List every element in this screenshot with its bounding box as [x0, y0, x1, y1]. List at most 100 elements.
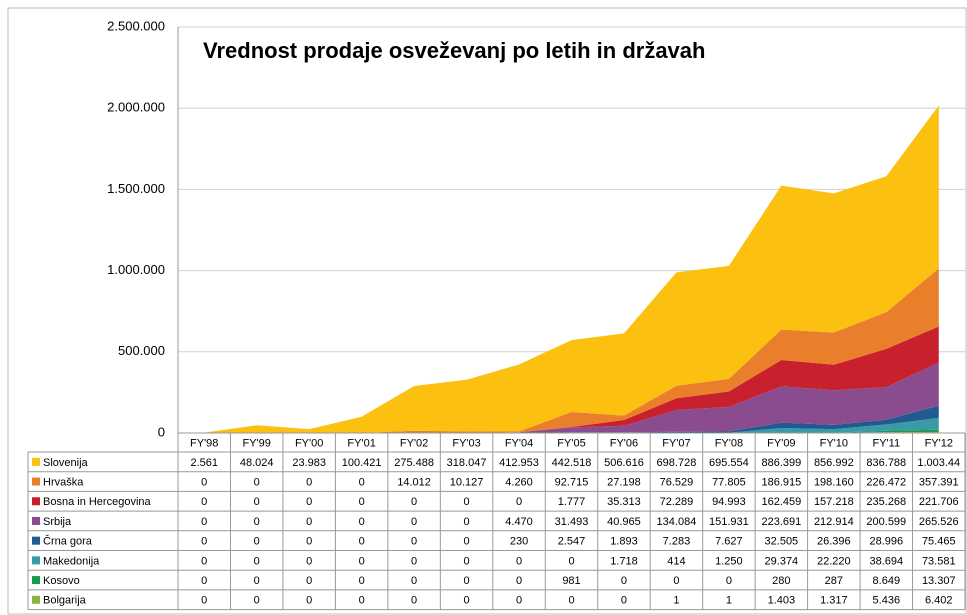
y-tick-label: 2.500.000: [107, 18, 165, 33]
table-cell: 0: [254, 575, 260, 587]
table-cell: 2.547: [558, 536, 586, 548]
table-cell: 29.374: [765, 555, 799, 567]
table-cell: 1.250: [715, 555, 743, 567]
area: [204, 268, 939, 433]
table-cell: 856.992: [814, 457, 854, 469]
x-tick-label: FY'99: [242, 437, 270, 449]
table-cell: 1.003.44: [917, 457, 960, 469]
table-cell: 0: [306, 536, 312, 548]
table-cell: 7.627: [715, 536, 743, 548]
table-cell: 100.421: [342, 457, 382, 469]
legend-label: Srbija: [43, 516, 72, 528]
table-cell: 0: [516, 575, 522, 587]
area: [204, 417, 939, 433]
table-cell: 0: [621, 595, 627, 607]
x-tick-label: FY'08: [715, 437, 743, 449]
table-cell: 981: [562, 575, 580, 587]
table-cell: 0: [516, 555, 522, 567]
table-cell: 0: [306, 476, 312, 488]
table-cell: 0: [359, 536, 365, 548]
legend-label: Črna gora: [43, 535, 93, 548]
table-cell: 212.914: [814, 516, 854, 528]
y-tick-label: 1.500.000: [107, 181, 165, 196]
table-cell: 4.470: [505, 516, 533, 528]
table-cell: 92.715: [555, 476, 589, 488]
table-cell: 75.465: [922, 536, 956, 548]
legend-label: Slovenija: [43, 457, 89, 469]
table-cell: 0: [201, 516, 207, 528]
table-cell: 198.160: [814, 476, 854, 488]
table-cell: 1: [673, 595, 679, 607]
table-cell: 0: [411, 575, 417, 587]
legend-swatch: [32, 477, 40, 486]
table-cell: 0: [254, 536, 260, 548]
x-tick-label: FY'09: [767, 437, 795, 449]
table-cell: 0: [359, 476, 365, 488]
table-cell: 0: [516, 496, 522, 508]
table-cell: 0: [464, 496, 470, 508]
legend-swatch: [32, 576, 40, 585]
table-cell: 0: [306, 496, 312, 508]
table-cell: 76.529: [660, 476, 694, 488]
x-tick-label: FY'12: [925, 437, 953, 449]
legend-label: Hrvaška: [43, 476, 84, 488]
table-cell: 230: [510, 536, 528, 548]
table-cell: 38.694: [869, 555, 903, 567]
table-cell: 32.505: [765, 536, 799, 548]
table-cell: 200.599: [866, 516, 906, 528]
table-cell: 35.313: [607, 496, 641, 508]
legend-label: Makedonija: [43, 555, 100, 567]
table-cell: 0: [254, 516, 260, 528]
table-cell: 0: [411, 516, 417, 528]
table-cell: 0: [464, 536, 470, 548]
table-cell: 0: [306, 555, 312, 567]
table-cell: 0: [411, 555, 417, 567]
table-cell: 0: [411, 536, 417, 548]
x-tick-label: FY'07: [662, 437, 690, 449]
table-cell: 0: [201, 496, 207, 508]
table-cell: 22.220: [817, 555, 851, 567]
table-cell: 0: [201, 555, 207, 567]
table-cell: 77.805: [712, 476, 746, 488]
table-cell: 26.396: [817, 536, 851, 548]
table-cell: 0: [359, 516, 365, 528]
table-cell: 698.728: [657, 457, 697, 469]
table-cell: 27.198: [607, 476, 641, 488]
area: [204, 105, 939, 434]
y-tick-label: 1.000.000: [107, 262, 165, 277]
table-cell: 134.084: [657, 516, 697, 528]
legend-swatch: [32, 497, 40, 506]
chart-title: Vrednost prodaje osveževanj po letih in …: [203, 38, 705, 63]
table-cell: 0: [306, 575, 312, 587]
x-tick-label: FY'05: [557, 437, 585, 449]
table-cell: 1.718: [610, 555, 638, 567]
table-cell: 48.024: [240, 457, 274, 469]
table-cell: 0: [306, 516, 312, 528]
table-cell: 0: [201, 575, 207, 587]
table-cell: 14.012: [397, 476, 431, 488]
table-cell: 0: [411, 496, 417, 508]
table-cell: 0: [568, 595, 574, 607]
table-cell: 0: [359, 555, 365, 567]
table-cell: 4.260: [505, 476, 533, 488]
table-cell: 0: [621, 575, 627, 587]
table-cell: 414: [667, 555, 685, 567]
table-cell: 0: [464, 555, 470, 567]
table-cell: 226.472: [866, 476, 906, 488]
table-cell: 40.965: [607, 516, 641, 528]
table-cell: 73.581: [922, 555, 956, 567]
table-cell: 0: [254, 555, 260, 567]
table-cell: 0: [568, 555, 574, 567]
table-cell: 0: [411, 595, 417, 607]
table-cell: 0: [464, 575, 470, 587]
table-cell: 0: [254, 496, 260, 508]
table-cell: 0: [359, 496, 365, 508]
table-cell: 23.983: [292, 457, 326, 469]
legend-swatch: [32, 536, 40, 545]
y-tick-label: 0: [158, 424, 165, 439]
table-cell: 1.317: [820, 595, 848, 607]
x-tick-label: FY'02: [400, 437, 428, 449]
legend-label: Bolgarija: [43, 595, 87, 607]
table-cell: 2.561: [190, 457, 218, 469]
